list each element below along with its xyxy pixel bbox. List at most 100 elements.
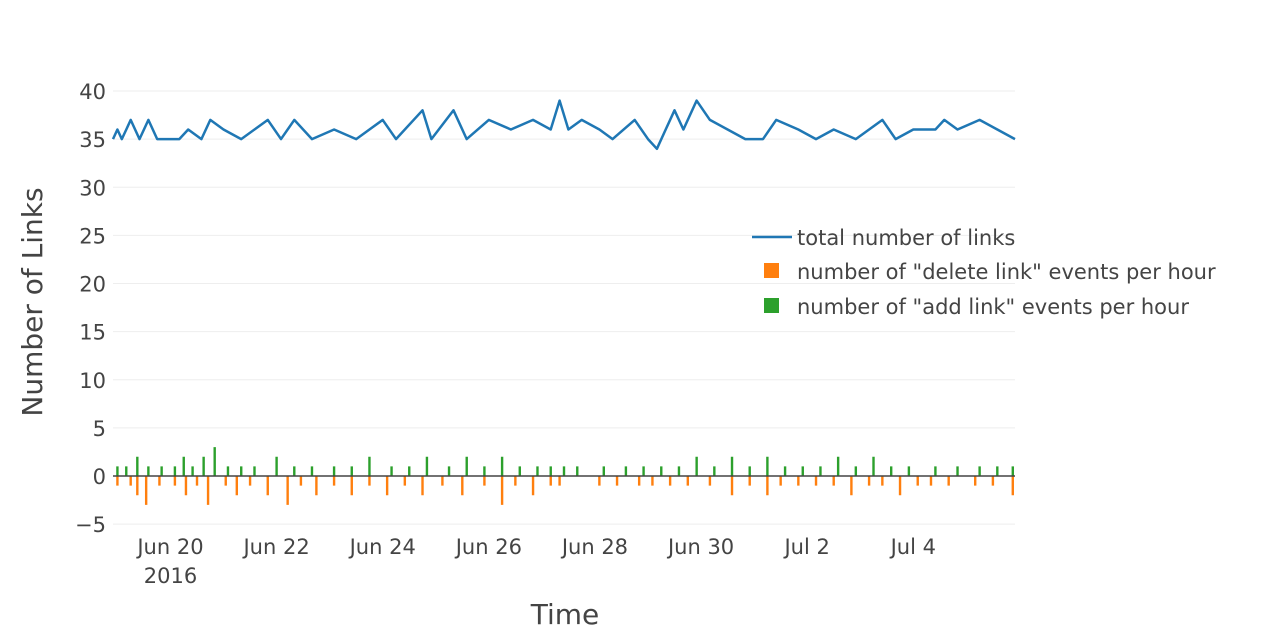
legend-swatch [764,298,779,313]
y-axis-ticks: −5 0 5 10 15 20 25 30 35 40 [75,80,106,537]
bar [686,476,690,486]
y-tick-label: 10 [79,369,106,393]
bar [286,476,289,505]
bar [836,456,840,476]
bar [651,476,654,486]
bar [854,466,858,476]
y-tick-label: 0 [93,465,106,489]
bar [624,466,628,476]
bar [748,466,751,476]
bar [531,476,535,496]
bar [483,466,486,476]
bar [226,466,230,476]
bar [602,466,605,476]
line-marks [111,99,1016,151]
bar [898,476,902,496]
bar [116,476,119,486]
bar [213,447,216,476]
bar [299,476,303,486]
bar [766,456,769,476]
bar [978,466,981,476]
bar [549,466,552,476]
y-tick-label: 25 [79,224,106,248]
bar [421,476,424,496]
bar [947,476,950,486]
bar [576,466,579,476]
bar [872,456,875,476]
bar [129,476,132,486]
bar [695,456,698,476]
bar [425,456,429,476]
bar [224,476,227,486]
bar [253,466,256,476]
y-tick-label: 40 [79,80,106,104]
bar [991,476,995,486]
bar [642,466,645,476]
bar [441,476,444,486]
bar [368,456,371,476]
bar [907,466,911,476]
x-axis-title: Time [530,598,600,631]
series-line [111,99,1016,151]
bar [385,476,389,496]
bar [814,476,818,486]
bar [766,476,769,496]
bar [315,476,318,496]
x-axis-ticks: Jun 20 2016 Jun 22 Jun 24 Jun 26 Jun 28 Jun 30… [135,535,936,588]
bar [518,466,521,476]
bar [562,466,566,476]
bar [136,476,139,496]
bar [1011,476,1014,496]
x-tick-label: Jun 30 [666,535,734,559]
bar [350,476,353,496]
bar [668,476,672,486]
bar [116,466,119,476]
legend-swatch [764,263,779,278]
x-tick-label: Jun 20 [135,535,203,559]
legend: total number of links number of "delete l… [752,226,1216,319]
bar [408,466,411,476]
y-tick-label: 20 [79,273,106,297]
bar [708,476,712,486]
bar [996,466,999,476]
bar [797,476,800,486]
bar [206,476,210,505]
bar [748,476,751,486]
y-tick-label: 5 [93,417,106,441]
bar [832,476,835,486]
bar [403,476,407,486]
bar [350,466,353,476]
bar [956,466,959,476]
legend-label: number of "add link" events per hour [797,295,1189,319]
bar [514,476,517,486]
bar [730,456,734,476]
y-tick-label: 35 [79,128,106,152]
bar [195,476,199,486]
bar [332,466,336,476]
bar [536,466,539,476]
bar [202,456,205,476]
bar [310,466,314,476]
bar [248,476,252,486]
x-tick-sublabel: 2016 [144,564,197,588]
bar [465,456,468,476]
bar [1011,466,1014,476]
bar [867,476,871,486]
bar [144,476,148,505]
x-tick-label: Jun 28 [560,535,628,559]
bar [293,466,296,476]
bar [447,466,451,476]
x-tick-label: Jul 4 [889,535,936,559]
bar [500,456,504,476]
bar [660,466,663,476]
x-tick-label: Jun 24 [348,535,416,559]
x-tick-label: Jul 2 [782,535,829,559]
bar [158,476,161,486]
bar [934,466,937,476]
legend-label: total number of links [797,226,1015,250]
bar [147,466,150,476]
bar [929,476,933,486]
bar [500,476,504,505]
bar [974,476,977,486]
